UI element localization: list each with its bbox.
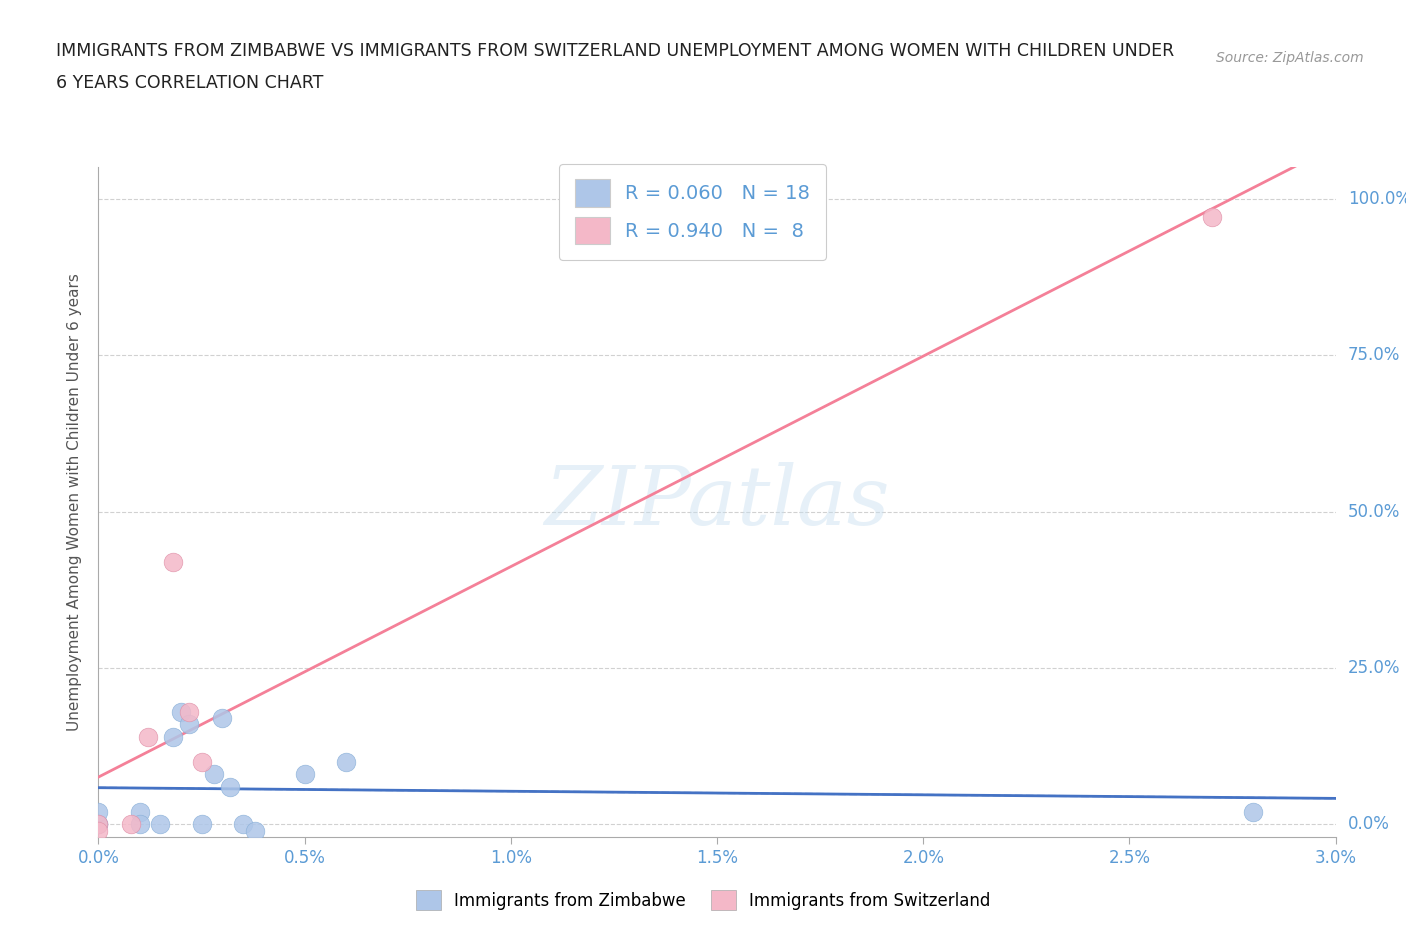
Point xyxy=(120,817,142,832)
Point xyxy=(179,704,201,719)
Point xyxy=(232,817,254,832)
Text: 100.0%: 100.0% xyxy=(1348,190,1406,207)
Text: 6 YEARS CORRELATION CHART: 6 YEARS CORRELATION CHART xyxy=(56,74,323,92)
Point xyxy=(162,554,184,569)
Text: 0.0%: 0.0% xyxy=(1348,816,1391,833)
Point xyxy=(149,817,172,832)
Text: ZIPatlas: ZIPatlas xyxy=(544,462,890,542)
Point xyxy=(87,804,110,819)
Point xyxy=(128,804,150,819)
Point xyxy=(190,754,212,769)
Text: 75.0%: 75.0% xyxy=(1348,346,1400,365)
Point xyxy=(335,754,357,769)
Text: IMMIGRANTS FROM ZIMBABWE VS IMMIGRANTS FROM SWITZERLAND UNEMPLOYMENT AMONG WOMEN: IMMIGRANTS FROM ZIMBABWE VS IMMIGRANTS F… xyxy=(56,42,1174,60)
Point xyxy=(87,817,110,832)
Point xyxy=(128,817,150,832)
Point xyxy=(87,817,110,832)
Point xyxy=(87,823,110,838)
Legend: R = 0.060   N = 18, R = 0.940   N =  8: R = 0.060 N = 18, R = 0.940 N = 8 xyxy=(560,164,825,259)
Point xyxy=(202,767,225,782)
Point xyxy=(294,767,316,782)
Point xyxy=(87,817,110,832)
Point xyxy=(1241,804,1264,819)
Point xyxy=(243,823,266,838)
Point xyxy=(136,729,159,744)
Text: Source: ZipAtlas.com: Source: ZipAtlas.com xyxy=(1216,51,1364,65)
Point xyxy=(219,779,242,794)
Point xyxy=(190,817,212,832)
Y-axis label: Unemployment Among Women with Children Under 6 years: Unemployment Among Women with Children U… xyxy=(67,273,83,731)
Point xyxy=(211,711,233,725)
Point xyxy=(162,729,184,744)
Text: 25.0%: 25.0% xyxy=(1348,659,1400,677)
Legend: Immigrants from Zimbabwe, Immigrants from Switzerland: Immigrants from Zimbabwe, Immigrants fro… xyxy=(409,884,997,917)
Point xyxy=(1201,210,1223,225)
Point xyxy=(170,704,193,719)
Point xyxy=(179,717,201,732)
Text: 50.0%: 50.0% xyxy=(1348,502,1400,521)
